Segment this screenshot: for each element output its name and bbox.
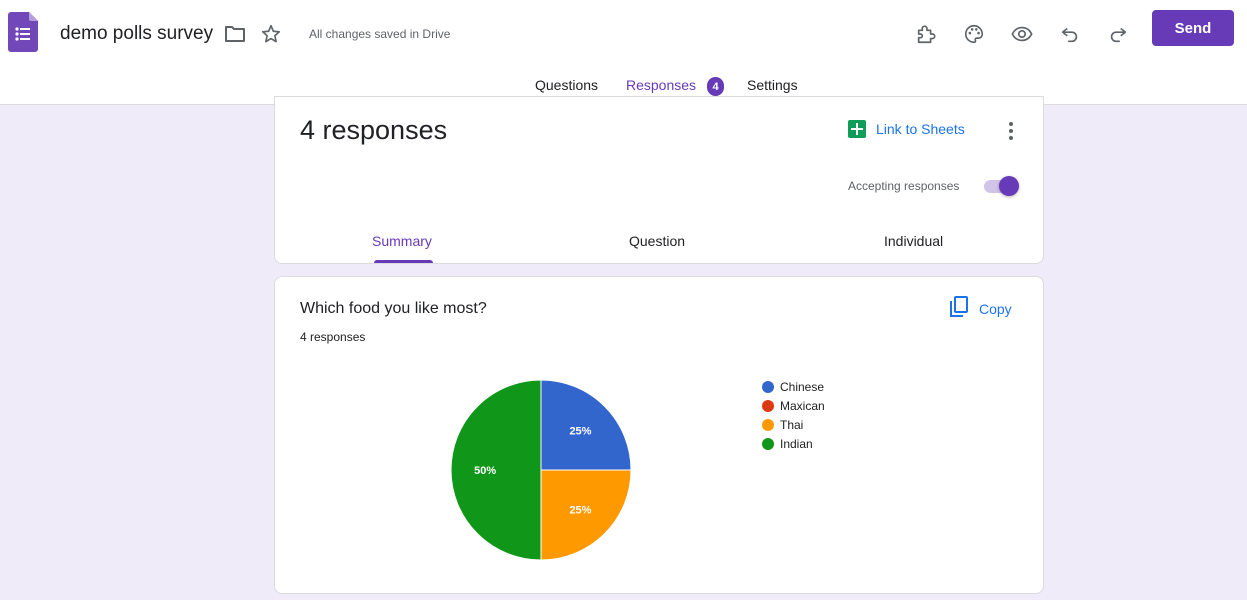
subtab-individual[interactable]: Individual [884,233,944,249]
tab-responses[interactable]: Responses [626,77,697,93]
top-bar: demo polls survey All changes saved in D… [0,0,1247,105]
copy-chart-button[interactable]: Copy [949,296,1012,321]
preview-eye-icon[interactable] [1010,22,1034,46]
legend-label: Maxican [780,398,825,413]
save-status: All changes saved in Drive [309,27,451,41]
subtab-summary[interactable]: Summary [372,233,432,249]
addon-icon[interactable] [914,22,938,46]
question-title: Which food you like most? [300,300,487,317]
legend-item-indian[interactable]: Indian [762,434,825,453]
legend-item-chinese[interactable]: Chinese [762,377,825,396]
responses-card: 4 responses Link to Sheets Accepting res… [274,96,1044,264]
forms-logo-icon[interactable] [8,12,38,52]
pie-slice-thai[interactable] [540,469,632,561]
legend-item-thai[interactable]: Thai [762,415,825,434]
question-summary-card: Which food you like most? 4 responses Co… [274,276,1044,594]
responses-count-badge: 4 [707,77,724,96]
folder-icon[interactable] [223,22,247,46]
star-icon[interactable] [259,22,283,46]
legend-swatch [762,399,774,412]
accepting-responses-label: Accepting responses [848,179,960,193]
tab-settings[interactable]: Settings [747,77,798,93]
question-response-count: 4 responses [300,330,366,344]
document-title[interactable]: demo polls survey [60,23,214,44]
legend-swatch [762,380,774,393]
copy-label: Copy [979,300,1012,317]
pie-label-indian: 50% [474,465,496,477]
undo-icon[interactable] [1058,22,1082,46]
active-subtab-indicator [374,260,433,263]
legend-swatch [762,418,774,431]
legend-swatch [762,437,774,450]
pie-slice-chinese[interactable] [540,379,632,471]
chart-legend: Chinese Maxican Thai Indian [762,377,825,453]
subtab-question[interactable]: Question [629,233,686,249]
toggle-knob [999,176,1019,196]
pie-slice-indian[interactable] [450,379,542,561]
legend-item-maxican[interactable]: Maxican [762,396,825,415]
responses-count-heading: 4 responses [300,115,448,145]
more-options-icon[interactable] [1001,119,1021,143]
pie-chart: 25% 25% 50% [450,379,632,561]
legend-label: Indian [780,436,813,451]
link-to-sheets-button[interactable]: Link to Sheets [848,120,965,138]
sheets-icon [848,120,866,138]
copy-icon [949,296,969,321]
redo-icon[interactable] [1106,22,1130,46]
pie-label-thai: 25% [569,504,591,516]
palette-icon[interactable] [962,22,986,46]
pie-label-chinese: 25% [569,426,591,438]
accepting-responses-toggle[interactable] [982,175,1020,197]
legend-label: Chinese [780,379,825,394]
send-button[interactable]: Send [1152,10,1234,46]
tab-questions[interactable]: Questions [535,77,599,93]
legend-label: Thai [780,417,804,432]
main-tabs: Questions Responses 4 Settings [0,66,1247,104]
link-to-sheets-label: Link to Sheets [876,121,965,137]
